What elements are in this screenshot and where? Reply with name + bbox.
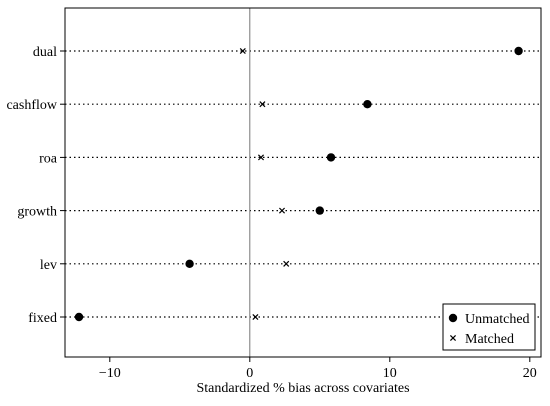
x-tick-label: 10 xyxy=(383,366,397,381)
legend-unmatched-marker xyxy=(448,313,458,323)
unmatched-point-cashflow xyxy=(363,100,372,109)
y-label-cashflow: cashflow xyxy=(6,98,57,113)
unmatched-point-dual xyxy=(514,46,523,56)
y-label-lev: lev xyxy=(40,258,57,273)
unmatched-series xyxy=(74,46,523,322)
matched-point-dual xyxy=(239,47,246,55)
unmatched-point-roa xyxy=(326,153,336,162)
legend: Unmatched Matched xyxy=(442,303,536,351)
matched-point-cashflow xyxy=(259,101,266,108)
unmatched-point-growth xyxy=(315,206,324,215)
x-tick-label: 20 xyxy=(523,366,537,381)
matched-point-fixed xyxy=(252,313,259,321)
x-axis-label: Standardized % bias across covariates xyxy=(196,381,409,396)
matched-point-lev xyxy=(283,260,290,267)
x-tick-label: −10 xyxy=(99,366,121,381)
legend-box xyxy=(442,303,536,351)
matched-series xyxy=(239,47,290,321)
x-axis-ticks: −10 0 10 20 xyxy=(99,357,537,381)
y-label-growth: growth xyxy=(17,205,57,220)
plot-area-frame xyxy=(64,7,542,358)
legend-matched-label: Matched xyxy=(465,332,514,347)
category-gridlines xyxy=(65,50,541,318)
y-label-dual: dual xyxy=(33,45,57,60)
y-label-fixed: fixed xyxy=(28,311,57,326)
matched-point-growth xyxy=(278,207,286,214)
y-axis-category-labels: dual cashflow roa growth lev fixed xyxy=(6,45,65,326)
legend-matched-marker xyxy=(449,334,457,342)
x-tick-label: 0 xyxy=(246,366,253,381)
unmatched-point-lev xyxy=(185,259,194,268)
unmatched-point-fixed xyxy=(74,312,84,322)
matched-point-roa xyxy=(257,154,265,161)
legend-unmatched-label: Unmatched xyxy=(465,312,530,327)
y-label-roa: roa xyxy=(39,151,58,166)
